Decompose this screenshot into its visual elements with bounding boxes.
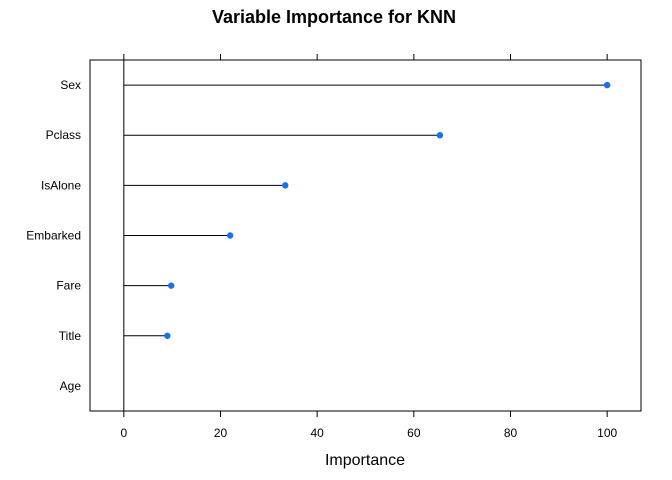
x-tick-label: 0 xyxy=(120,426,127,440)
y-category-label: Sex xyxy=(60,78,81,92)
importance-point xyxy=(603,81,611,89)
x-tick-label: 40 xyxy=(310,426,324,440)
plot-frame xyxy=(89,59,642,412)
y-category-label: Age xyxy=(60,379,82,393)
y-category-label: IsAlone xyxy=(41,178,81,192)
importance-point xyxy=(164,332,171,339)
y-category-label: Pclass xyxy=(46,128,81,142)
importance-point xyxy=(282,182,289,189)
y-category-label: Fare xyxy=(56,279,81,293)
y-category-label: Title xyxy=(59,329,82,343)
importance-point xyxy=(168,282,175,289)
y-axis-labels: Sex Pclass IsAlone Embarked Fare Title Age xyxy=(26,78,81,393)
chart-title: Variable Importance for KNN xyxy=(212,7,456,27)
chart-marks xyxy=(123,81,611,339)
importance-point xyxy=(436,132,444,139)
importance-point xyxy=(226,232,234,239)
x-axis-label: Importance xyxy=(325,452,405,469)
x-tick-label: 80 xyxy=(504,426,518,440)
x-axis-ticks: 0 20 40 60 80 100 xyxy=(120,54,617,440)
x-tick-label: 20 xyxy=(214,426,228,440)
x-tick-label: 60 xyxy=(407,426,421,440)
x-tick-label: 100 xyxy=(597,426,617,440)
y-category-label: Embarked xyxy=(26,229,81,243)
